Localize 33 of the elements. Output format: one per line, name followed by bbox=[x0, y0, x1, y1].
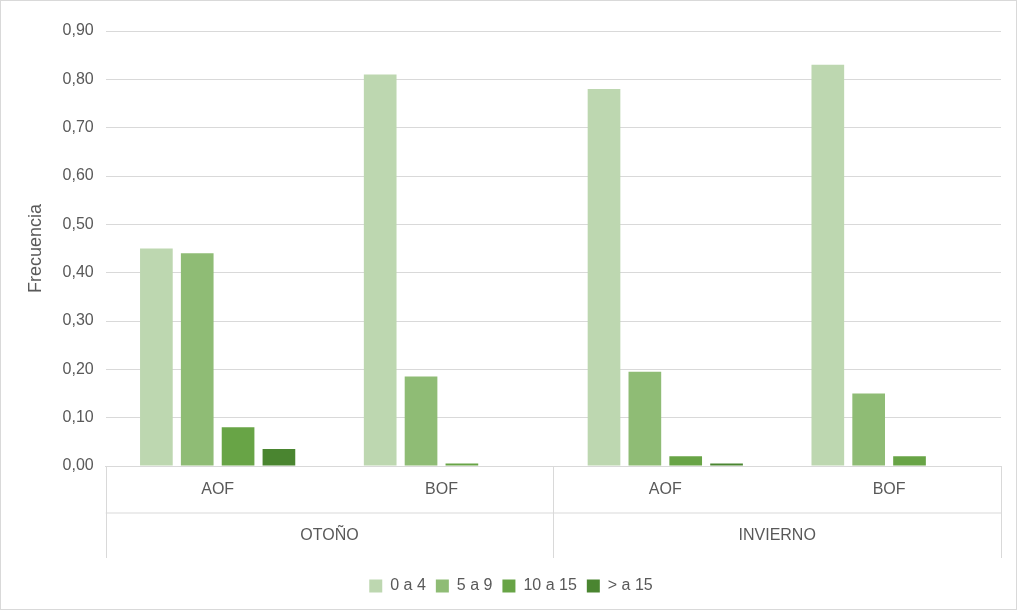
bar bbox=[363, 74, 397, 466]
y-tick-label: 0,70 bbox=[62, 118, 94, 136]
y-tick-label: 0,90 bbox=[62, 21, 94, 39]
y-tick-label: 0,40 bbox=[62, 263, 94, 281]
x-tick-label: BOF bbox=[872, 480, 906, 498]
y-tick-label: 0,20 bbox=[62, 359, 94, 377]
bar bbox=[852, 393, 886, 466]
y-tick-label: 0,30 bbox=[62, 311, 94, 329]
text: INVIERNO bbox=[738, 526, 816, 544]
y-tick-label: 0,10 bbox=[62, 408, 94, 426]
bar bbox=[669, 456, 703, 466]
legend-label: 10 a 15 bbox=[523, 576, 577, 594]
y-axis-title: Frecuencia bbox=[24, 202, 45, 294]
bar bbox=[140, 248, 173, 466]
bar bbox=[893, 456, 926, 466]
bar bbox=[221, 427, 255, 466]
legend-label: 5 a 9 bbox=[456, 576, 493, 594]
bar bbox=[587, 89, 621, 466]
bar bbox=[262, 449, 296, 466]
x-tick-label: AOF bbox=[201, 480, 235, 498]
bar bbox=[628, 371, 662, 466]
y-tick-label: 0,50 bbox=[62, 214, 94, 232]
bar bbox=[404, 376, 438, 466]
x-tick-label: AOF bbox=[648, 480, 682, 498]
y-tick-label: 0,80 bbox=[62, 69, 94, 87]
bar bbox=[180, 253, 214, 466]
legend-label: 0 a 4 bbox=[390, 576, 426, 594]
y-tick-label: 0,00 bbox=[62, 456, 94, 474]
text: OTOÑO bbox=[300, 524, 359, 544]
y-tick-label: 0,60 bbox=[62, 166, 94, 184]
x-tick-label: BOF bbox=[425, 480, 459, 498]
bar bbox=[811, 64, 845, 466]
legend-label: > a 15 bbox=[607, 576, 653, 594]
